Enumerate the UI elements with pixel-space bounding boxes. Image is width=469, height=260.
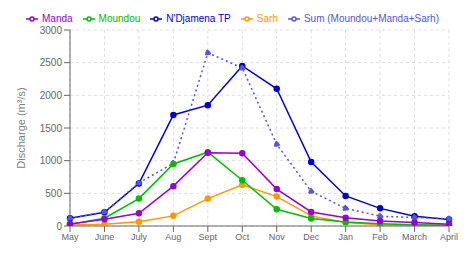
svg-text:0: 0: [56, 221, 62, 232]
svg-text:March: March: [402, 232, 427, 242]
svg-text:Feb: Feb: [372, 232, 388, 242]
svg-text:Jan: Jan: [338, 232, 353, 242]
html-text:Manda: Manda: [42, 13, 73, 24]
svg-text:Nov: Nov: [269, 232, 286, 242]
svg-text:1500: 1500: [40, 123, 63, 134]
html-text:Sum (Moundou+Manda+Sarh): Sum (Moundou+Manda+Sarh): [303, 13, 439, 24]
html-text:N'Djamena TP: N'Djamena TP: [166, 13, 231, 24]
svg-text:Aug: Aug: [165, 232, 181, 242]
svg-text:July: July: [131, 232, 148, 242]
svg-text:April: April: [440, 232, 458, 242]
svg-text:1000: 1000: [40, 155, 63, 166]
svg-text:2500: 2500: [40, 57, 63, 68]
svg-text:Oct: Oct: [235, 232, 250, 242]
html-text:Sarh: Sarh: [256, 13, 278, 24]
svg-text:500: 500: [45, 188, 62, 199]
svg-text:Dec: Dec: [303, 232, 320, 242]
svg-text:3000: 3000: [40, 25, 63, 36]
svg-text:May: May: [61, 232, 79, 242]
svg-text:Discharge (m³/s): Discharge (m³/s): [15, 87, 27, 168]
svg-text:2000: 2000: [40, 90, 63, 101]
html-text:Moundou: Moundou: [98, 13, 141, 24]
svg-text:Sept: Sept: [199, 232, 218, 242]
svg-text:June: June: [95, 232, 115, 242]
